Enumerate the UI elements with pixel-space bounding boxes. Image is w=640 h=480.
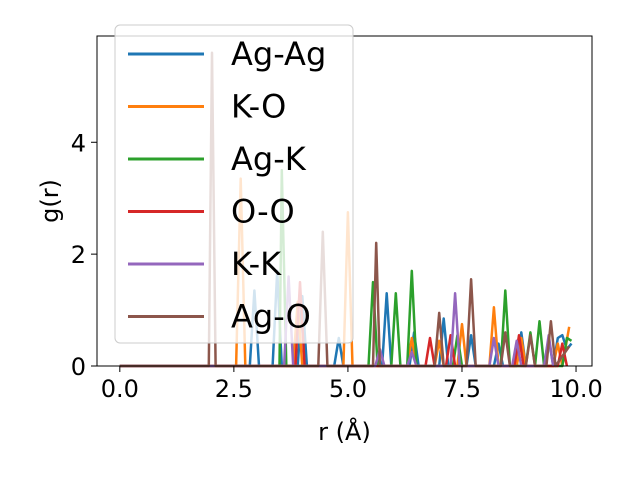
legend: Ag-Ag K-O Ag-K O-O K-K Ag-O — [114, 24, 354, 344]
legend-label-ag-ag: Ag-Ag — [231, 35, 326, 73]
x-axis-label: r (Å) — [318, 417, 371, 446]
y-axis: 0 2 4 — [71, 129, 97, 381]
x-tick-label: 0.0 — [101, 375, 139, 403]
y-tick-label: 2 — [71, 241, 86, 269]
legend-label-k-o: K-O — [231, 88, 286, 126]
y-tick-label: 0 — [71, 353, 86, 381]
y-axis-label: g(r) — [36, 179, 64, 223]
x-tick-label: 2.5 — [215, 375, 253, 403]
x-tick-label: 5.0 — [329, 375, 367, 403]
legend-label-ag-k: Ag-K — [231, 140, 307, 178]
legend-label-o-o: O-O — [231, 193, 295, 231]
legend-label-ag-o: Ag-O — [231, 298, 311, 336]
x-axis: 0.0 2.5 5.0 7.5 10.0 — [101, 366, 603, 403]
x-tick-label: 10.0 — [549, 375, 602, 403]
y-tick-label: 4 — [71, 129, 86, 157]
x-tick-label: 7.5 — [443, 375, 481, 403]
legend-label-k-k: K-K — [231, 245, 282, 283]
